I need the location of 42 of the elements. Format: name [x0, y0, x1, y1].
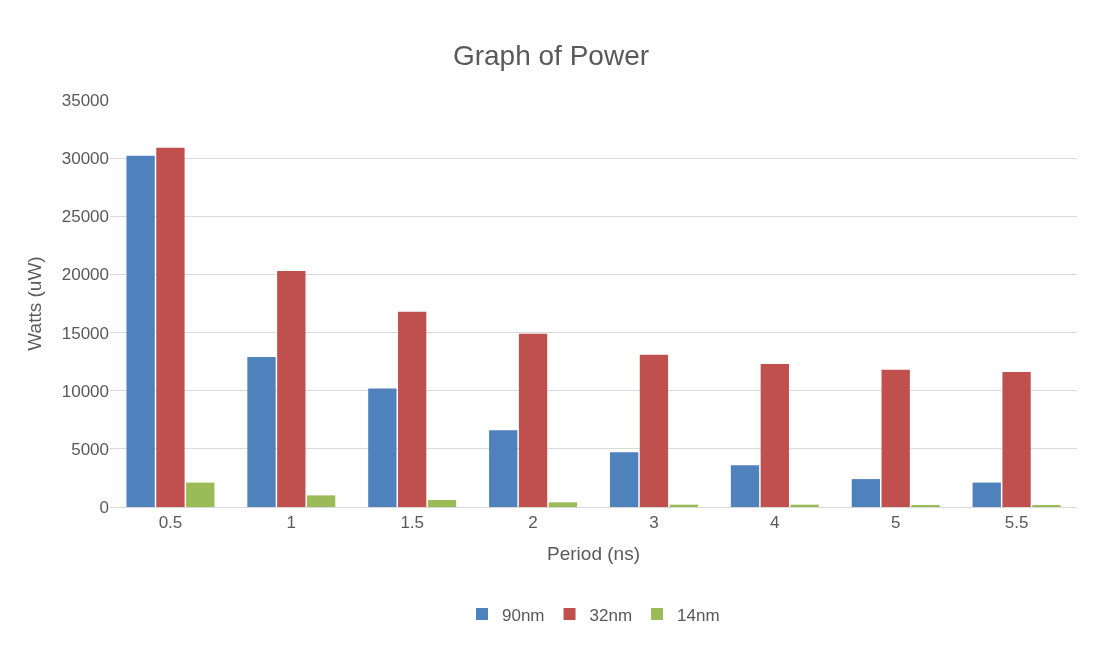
- bar: [156, 147, 185, 507]
- legend-label: 32nm: [589, 605, 633, 625]
- bar: [306, 495, 336, 507]
- x-axis-title: Period (ns): [547, 543, 640, 565]
- x-tick-label: 1: [286, 513, 297, 533]
- chart-title: Graph of Power: [452, 39, 650, 71]
- bar: [489, 430, 518, 507]
- bar: [247, 356, 276, 507]
- bar: [186, 482, 215, 507]
- y-axis-title: Watts (uW): [23, 256, 45, 351]
- x-tick-label: 5: [890, 513, 901, 533]
- x-tick-label: 1.5: [400, 513, 425, 533]
- bar: [760, 363, 789, 507]
- bar: [609, 452, 639, 507]
- bar: [730, 465, 760, 507]
- bar: [548, 502, 578, 507]
- y-tick-label: 20000: [61, 265, 109, 285]
- legend-label: 14nm: [677, 605, 720, 625]
- y-tick-label: 0: [99, 497, 109, 517]
- x-tick-label: 4: [770, 513, 780, 533]
- bar: [972, 482, 1001, 507]
- y-tick-label: 30000: [61, 149, 109, 169]
- x-tick-label: 3: [649, 513, 659, 533]
- bar: [277, 270, 306, 507]
- y-tick-label: 15000: [61, 323, 109, 343]
- y-tick-label: 5000: [71, 439, 109, 459]
- bar: [126, 155, 155, 507]
- bar: [398, 311, 427, 507]
- bar: [851, 479, 881, 507]
- legend-label: 90nm: [502, 605, 545, 625]
- x-tick-label: 5.5: [1004, 513, 1029, 533]
- y-tick-label: 35000: [61, 90, 109, 110]
- bar: [518, 333, 548, 507]
- y-tick-label: 25000: [61, 207, 109, 227]
- bar: [881, 369, 910, 507]
- x-tick-label: 2: [528, 513, 538, 533]
- y-tick-label: 10000: [61, 381, 109, 401]
- x-tick-label: 0.5: [158, 513, 183, 533]
- bar: [639, 354, 669, 507]
- bar: [427, 500, 457, 507]
- bar: [1002, 372, 1031, 507]
- bar: [368, 388, 397, 507]
